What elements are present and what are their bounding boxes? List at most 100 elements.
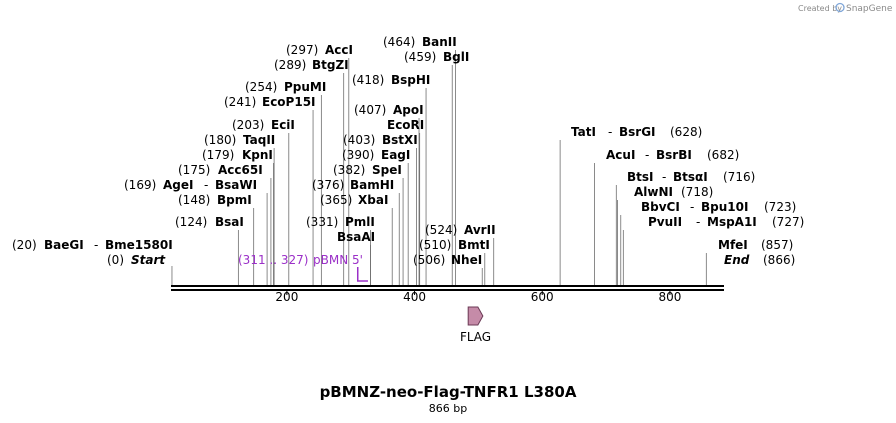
enzyme-alwni[interactable]: AlwNI [634, 185, 673, 199]
enzyme-sep: - [204, 178, 208, 192]
primer-arrow [356, 267, 368, 282]
enzyme-ppumi[interactable]: PpuMI [284, 80, 326, 94]
ruler-tick-label: 200 [275, 290, 298, 304]
sequence-backbone [171, 285, 724, 291]
ruler: 200 400 600 800 [275, 290, 681, 304]
enzyme-bsrgi[interactable]: BsrGI [619, 125, 656, 139]
enzyme-pos: (331) [306, 215, 338, 229]
snapgene-logo-icon [835, 2, 845, 13]
enzyme-banii[interactable]: BanII [422, 35, 457, 49]
enzyme-bsrbi[interactable]: BsrBI [656, 148, 692, 162]
enzyme-pos: (524) [425, 223, 457, 237]
enzyme-acci[interactable]: AccI [325, 43, 353, 57]
enzyme-bpmi[interactable]: BpmI [217, 193, 252, 207]
enzyme-pos: (0) [107, 253, 124, 267]
enzyme-bmti[interactable]: BmtI [458, 238, 490, 252]
enzyme-leader-lines [171, 50, 707, 285]
enzyme-pos: (407) [354, 103, 386, 117]
enzyme-acc65i[interactable]: Acc65I [218, 163, 263, 177]
map-title: pBMNZ-neo-Flag-TNFR1 L380A [320, 383, 577, 401]
enzyme-bpu10i[interactable]: Bpu10I [701, 200, 748, 214]
sequence-start: Start [131, 253, 166, 267]
enzyme-pos: (718) [681, 185, 713, 199]
enzyme-bme1580i[interactable]: Bme1580I [105, 238, 173, 252]
enzyme-taqii[interactable]: TaqII [243, 133, 275, 147]
enzyme-acui[interactable]: AcuI [606, 148, 635, 162]
enzyme-pos: (376) [312, 178, 344, 192]
enzyme-bamhi[interactable]: BamHI [350, 178, 394, 192]
enzyme-pmli[interactable]: PmlI [345, 215, 375, 229]
enzyme-pos: (390) [342, 148, 374, 162]
enzyme-spei[interactable]: SpeI [372, 163, 402, 177]
enzyme-mfei[interactable]: MfeI [718, 238, 748, 252]
ruler-tick-label: 800 [658, 290, 681, 304]
enzyme-pos: (169) [124, 178, 156, 192]
enzyme-pos: (289) [274, 58, 306, 72]
enzyme-pos: (254) [245, 80, 277, 94]
enzyme-pos: (203) [232, 118, 264, 132]
ruler-tick-label: 400 [403, 290, 426, 304]
enzyme-pos: (418) [352, 73, 384, 87]
feature-flag[interactable]: FLAG [460, 306, 491, 344]
enzyme-xbai[interactable]: XbaI [358, 193, 388, 207]
map-length: 866 bp [429, 402, 467, 415]
enzyme-bbvci[interactable]: BbvCI [641, 200, 680, 214]
enzyme-pos: (716) [723, 170, 755, 184]
enzyme-pos: (20) [12, 238, 37, 252]
enzyme-pos: (179) [202, 148, 234, 162]
enzyme-pos: (241) [224, 95, 256, 109]
enzyme-bgli[interactable]: BglI [443, 50, 469, 64]
sequence-end: End [724, 253, 750, 267]
enzyme-agei[interactable]: AgeI [163, 178, 193, 192]
enzyme-pos: (175) [178, 163, 210, 177]
enzyme-btgzi[interactable]: BtgZI [312, 58, 349, 72]
primer-name: pBMN 5' [313, 253, 363, 267]
enzyme-sep: - [690, 200, 694, 214]
enzyme-bsawi[interactable]: BsaWI [215, 178, 257, 192]
enzyme-pos: (365) [320, 193, 352, 207]
enzyme-pos: (464) [383, 35, 415, 49]
brand-prefix: Created by [798, 4, 842, 13]
enzyme-sep: - [662, 170, 666, 184]
enzyme-baegi[interactable]: BaeGI [44, 238, 84, 252]
flag-feature-arrow [467, 306, 484, 326]
enzyme-pos: (506) [413, 253, 445, 267]
enzyme-pos: (459) [404, 50, 436, 64]
primer-range: (311 .. 327) [238, 253, 308, 267]
enzyme-btsai[interactable]: BtsαI [673, 170, 708, 184]
enzyme-pos: (124) [175, 215, 207, 229]
enzyme-eagi[interactable]: EagI [381, 148, 410, 162]
enzyme-pos: (682) [707, 148, 739, 162]
enzyme-labels: (20) BaeGI - Bme1580I (0) Start (124) Bs… [12, 35, 496, 267]
enzyme-sep: - [645, 148, 649, 162]
enzyme-ecii[interactable]: EciI [271, 118, 295, 132]
primer-pbmn5[interactable]: (311 .. 327) pBMN 5' [238, 253, 368, 282]
enzyme-ecop15i[interactable]: EcoP15I [262, 95, 316, 109]
enzyme-pos: (148) [178, 193, 210, 207]
ruler-tick-label: 600 [531, 290, 554, 304]
enzyme-labels-right: TatI - BsrGI (628) AcuI - BsrBI (682) Bt… [571, 125, 804, 267]
enzyme-pos: (180) [204, 133, 236, 147]
enzyme-sep: - [94, 238, 98, 252]
enzyme-ecori[interactable]: EcoRI [387, 118, 424, 132]
enzyme-pos: (510) [419, 238, 451, 252]
enzyme-pvuii[interactable]: PvuII [648, 215, 682, 229]
enzyme-mspa1i[interactable]: MspA1I [707, 215, 757, 229]
enzyme-avrii[interactable]: AvrII [464, 223, 496, 237]
enzyme-nhei[interactable]: NheI [451, 253, 482, 267]
enzyme-kpni[interactable]: KpnI [242, 148, 273, 162]
enzyme-pos: (297) [286, 43, 318, 57]
brand-name: SnapGene [846, 4, 893, 14]
enzyme-bstxi[interactable]: BstXI [382, 133, 418, 147]
enzyme-sep: - [696, 215, 700, 229]
enzyme-pos: (403) [343, 133, 375, 147]
enzyme-bsaai[interactable]: BsaAI [337, 230, 375, 244]
enzyme-pos: (857) [761, 238, 793, 252]
enzyme-tati[interactable]: TatI [571, 125, 596, 139]
enzyme-apoi[interactable]: ApoI [393, 103, 424, 117]
enzyme-bsphi[interactable]: BspHI [391, 73, 430, 87]
enzyme-btsi[interactable]: BtsI [627, 170, 654, 184]
enzyme-pos: (723) [764, 200, 796, 214]
enzyme-pos: (628) [670, 125, 702, 139]
enzyme-bsai[interactable]: BsaI [215, 215, 244, 229]
